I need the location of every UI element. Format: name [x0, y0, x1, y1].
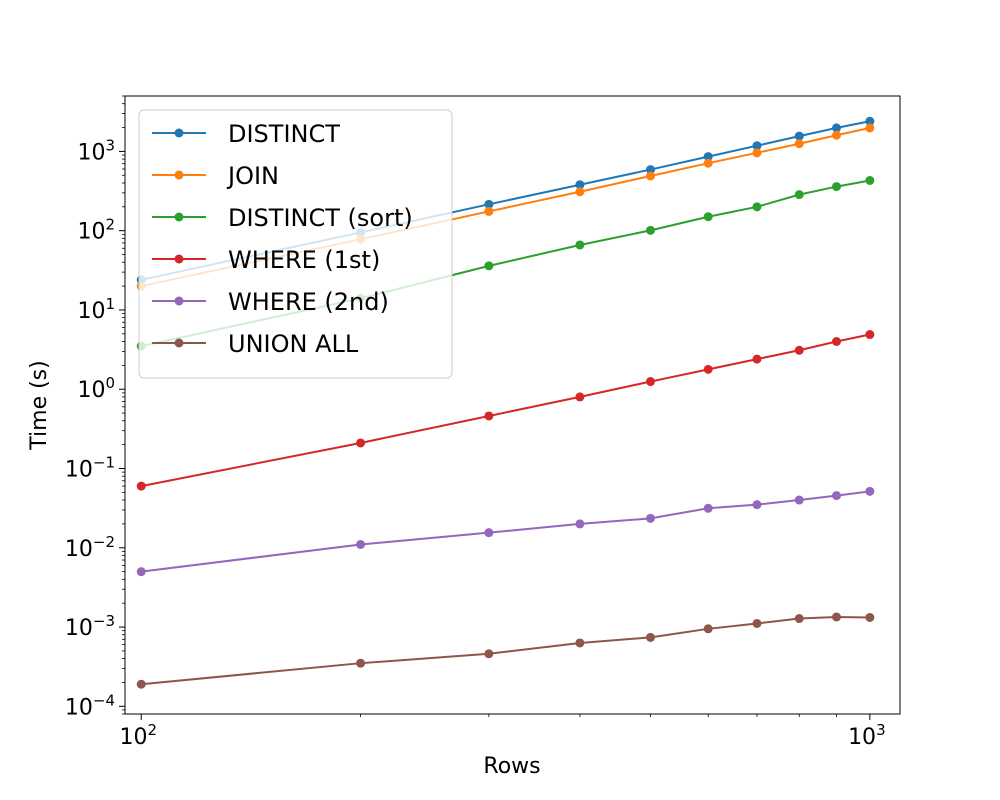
- data-point-3-5: [703, 364, 713, 374]
- data-point-0-8: [832, 123, 842, 133]
- data-point-0-4: [646, 165, 656, 175]
- x-tick-label: 102: [119, 721, 157, 750]
- data-point-4-7: [794, 495, 804, 505]
- series-line-4: [141, 490, 870, 573]
- data-point-4-6: [752, 500, 762, 510]
- legend-swatch-marker: [174, 170, 184, 180]
- legend-label: WHERE (2nd): [228, 288, 389, 316]
- data-point-1-3: [575, 187, 585, 197]
- data-point-5-3: [575, 638, 585, 648]
- legend-swatch-marker: [174, 338, 184, 348]
- data-point-2-3: [575, 240, 585, 250]
- data-point-2-7: [794, 190, 804, 200]
- data-point-0-9: [865, 116, 875, 126]
- data-point-2-2: [484, 261, 494, 271]
- data-point-3-1: [356, 438, 366, 448]
- data-point-2-9: [865, 175, 875, 185]
- data-point-4-8: [832, 491, 842, 501]
- legend-label: JOIN: [226, 162, 279, 190]
- data-point-4-5: [703, 503, 713, 513]
- data-point-0-5: [703, 152, 713, 162]
- data-point-0-3: [575, 180, 585, 190]
- data-point-1-6: [752, 148, 762, 158]
- data-point-4-9: [865, 486, 875, 496]
- y-tick-label: 102: [77, 216, 115, 245]
- tick-layer: 10−4 10−3 10−2 10−1 100 101 102 103 102 103: [65, 95, 886, 750]
- legend-label: UNION ALL: [228, 330, 359, 358]
- data-point-3-0: [136, 481, 146, 491]
- data-point-5-8: [832, 612, 842, 622]
- data-point-3-6: [752, 354, 762, 364]
- data-point-5-1: [356, 658, 366, 668]
- legend-swatch-marker: [174, 212, 184, 222]
- data-point-5-2: [484, 649, 494, 659]
- legend: DISTINCT JOIN DISTINCT (sort) WHERE (1st) WH…: [138, 109, 453, 379]
- data-point-3-8: [832, 337, 842, 347]
- data-point-0-6: [752, 141, 762, 151]
- data-point-3-9: [865, 330, 875, 340]
- data-point-1-9: [865, 123, 875, 133]
- y-tick-label: 101: [77, 295, 115, 324]
- data-point-2-4: [646, 225, 656, 235]
- legend-box: [138, 109, 453, 379]
- series-line-3: [141, 333, 871, 488]
- series-line-5: [141, 615, 870, 686]
- data-point-5-9: [865, 612, 875, 622]
- y-tick-label: 10−3: [65, 612, 115, 641]
- data-point-1-4: [646, 171, 656, 181]
- y-tick-label: 103: [77, 136, 115, 165]
- data-point-1-5: [703, 158, 713, 168]
- y-tick-label: 10−2: [65, 533, 115, 562]
- data-point-3-2: [484, 411, 494, 421]
- data-point-2-5: [703, 212, 713, 222]
- data-point-1-8: [832, 130, 842, 140]
- data-point-4-2: [484, 528, 494, 538]
- legend-label: DISTINCT (sort): [228, 204, 413, 232]
- data-point-5-6: [752, 618, 762, 628]
- data-point-3-7: [794, 345, 804, 355]
- data-point-4-1: [356, 539, 366, 549]
- data-point-4-0: [136, 567, 146, 577]
- plot-frame: [124, 95, 901, 715]
- y-tick-label: 10−4: [65, 691, 115, 720]
- legend-swatch-marker: [174, 254, 184, 264]
- data-point-1-2: [484, 206, 494, 216]
- data-point-2-6: [752, 202, 762, 212]
- data-point-5-5: [703, 624, 713, 634]
- data-point-2-8: [832, 182, 842, 192]
- legend-swatch-marker: [174, 296, 184, 306]
- data-point-3-3: [575, 392, 585, 402]
- data-point-4-4: [646, 513, 656, 523]
- data-point-0-7: [794, 131, 804, 141]
- data-point-4-3: [575, 519, 585, 529]
- data-point-0-2: [484, 199, 494, 209]
- y-tick-label: 100: [77, 374, 115, 403]
- y-tick-label: 10−1: [65, 453, 115, 482]
- data-point-5-0: [136, 679, 146, 689]
- data-point-1-7: [794, 139, 804, 149]
- legend-label: WHERE (1st): [228, 246, 380, 274]
- legend-swatch-marker: [174, 128, 184, 138]
- data-point-5-7: [794, 614, 804, 624]
- x-tick-label: 103: [848, 721, 886, 750]
- data-point-3-4: [646, 377, 656, 387]
- y-axis-title: Time (s): [27, 360, 52, 450]
- data-point-5-4: [646, 632, 656, 642]
- x-axis-title: Rows: [483, 754, 540, 779]
- legend-label: DISTINCT: [228, 120, 340, 148]
